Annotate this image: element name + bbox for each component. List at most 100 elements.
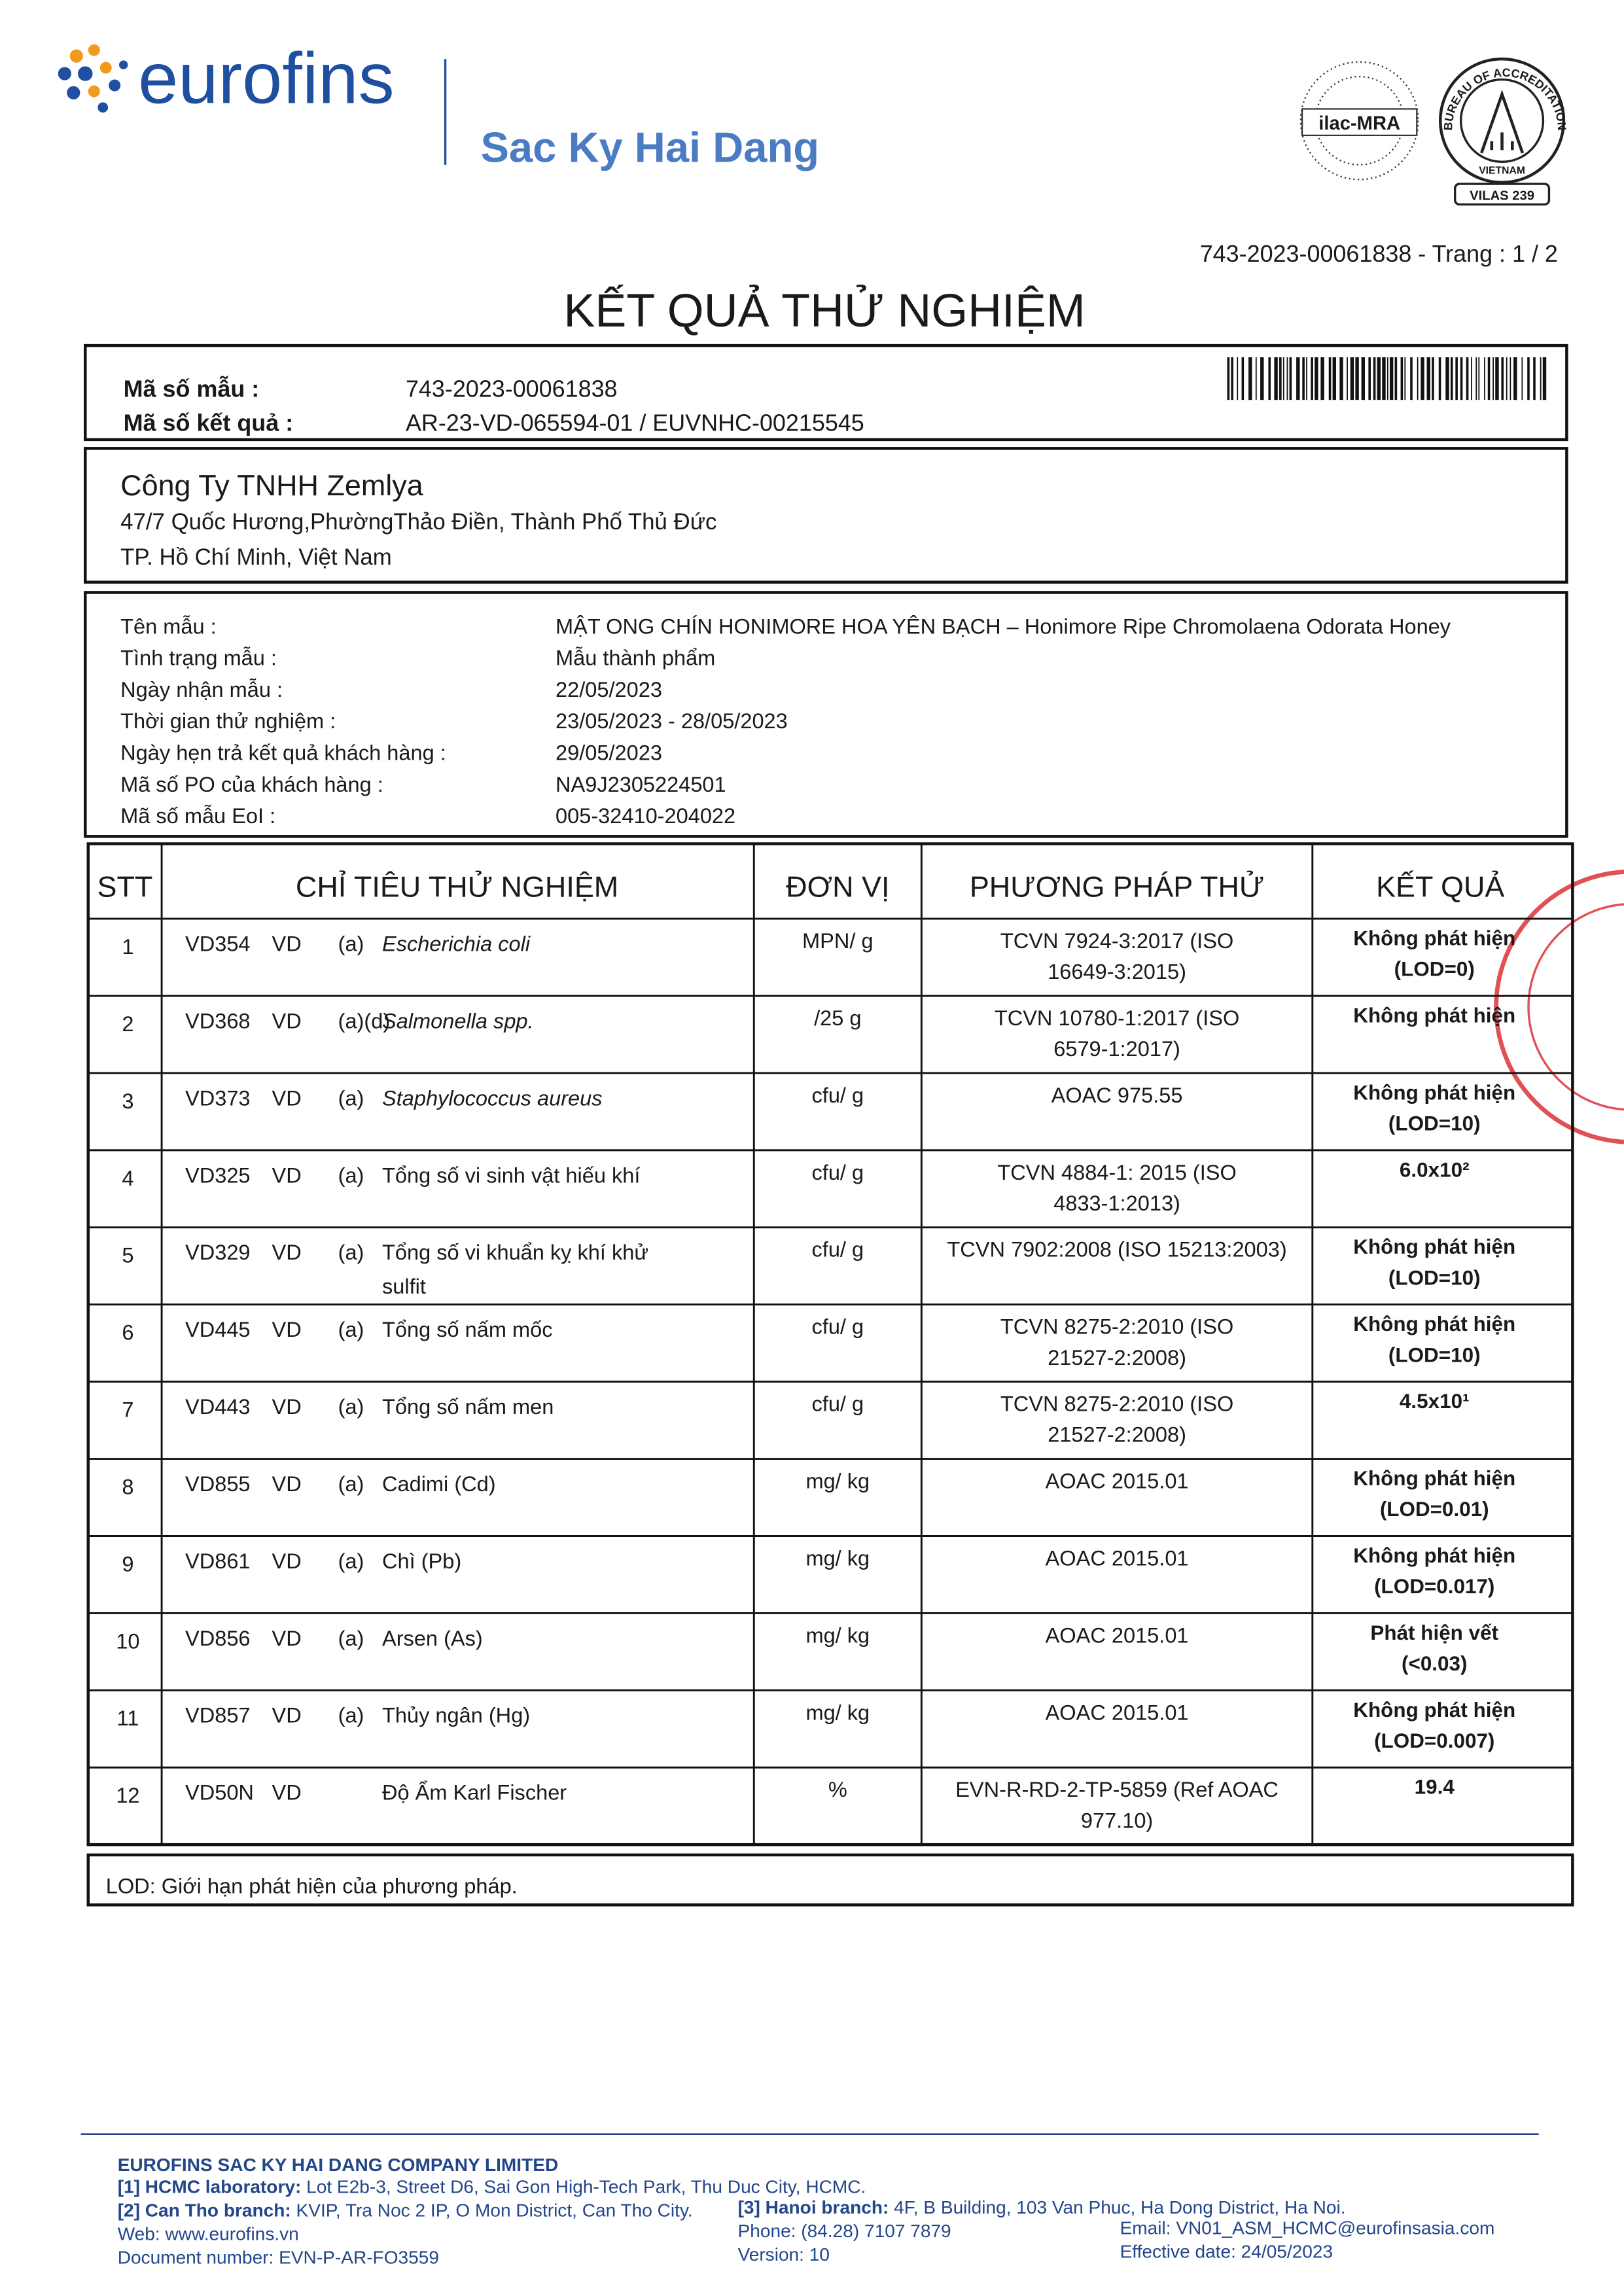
barcode-bar <box>1394 357 1398 400</box>
barcode-bar <box>1421 357 1424 400</box>
boa-mark <box>1438 57 1566 206</box>
result: Không phát hiện <box>1353 1544 1515 1567</box>
lab-code: VD <box>272 1704 302 1727</box>
barcode-bar <box>1231 357 1233 400</box>
barcode-bar <box>1501 357 1504 400</box>
result: (LOD=0.007) <box>1374 1729 1494 1752</box>
barcode-bar <box>1521 357 1523 400</box>
customer-box <box>84 447 1568 584</box>
sample-value: 29/05/2023 <box>556 741 662 765</box>
barcode-bar <box>1268 357 1271 400</box>
test-name: Cadimi (Cd) <box>382 1472 496 1496</box>
sample-label: Mã số mẫu EoI : <box>120 804 275 828</box>
unit: cfu/ g <box>812 1084 864 1107</box>
footer-effective: Effective date: 24/05/2023 <box>1120 2241 1333 2261</box>
test-name: Độ Ẩm Karl Fischer <box>382 1780 567 1805</box>
method: TCVN 10780-1:2017 (ISO <box>995 1006 1239 1030</box>
test-code: VD857 <box>185 1704 251 1727</box>
test-name: Salmonella spp. <box>382 1009 534 1033</box>
barcode-bar <box>1487 357 1491 400</box>
result: (LOD=0.01) <box>1380 1498 1489 1521</box>
barcode-bar <box>1260 357 1264 400</box>
barcode-bar <box>1286 357 1288 400</box>
barcode-bar <box>1368 357 1371 400</box>
barcode-bar <box>1417 357 1419 400</box>
unit: /25 g <box>814 1006 861 1030</box>
ilac-label: ilac-MRA <box>1318 113 1400 134</box>
row-number: 3 <box>122 1089 133 1113</box>
barcode-bar <box>1492 357 1494 400</box>
barcode-bar <box>1533 357 1536 400</box>
column-header: KẾT QUẢ <box>1376 870 1504 903</box>
barcode-bar <box>1410 357 1413 400</box>
barcode-bar <box>1332 357 1336 400</box>
footer-label: [1] HCMC laboratory: <box>118 2177 302 2197</box>
barcode-bar <box>1471 357 1472 400</box>
unit: mg/ kg <box>805 1623 870 1647</box>
result: 6.0x10² <box>1400 1158 1470 1181</box>
method: EVN-R-RD-2-TP-5859 (Ref AOAC <box>955 1778 1279 1801</box>
subsidiary: Sac Ky Hai Dang <box>480 123 819 171</box>
barcode-bar <box>1455 357 1458 400</box>
barcode-bar <box>1542 357 1547 400</box>
barcode-bar <box>1282 357 1284 400</box>
result: (LOD=0) <box>1394 958 1475 981</box>
id-label: Mã số mẫu : <box>124 376 260 402</box>
result: (<0.03) <box>1402 1652 1467 1675</box>
barcode-bar <box>1432 357 1434 400</box>
barcode-bar <box>1302 357 1305 400</box>
lab-code: VD <box>272 1549 302 1573</box>
unit: cfu/ g <box>812 1238 864 1262</box>
test-name: Arsen (As) <box>382 1627 483 1650</box>
accreditation-ref: (a) <box>338 1549 364 1573</box>
barcode-bar <box>1450 357 1453 400</box>
footer-label: [2] Can Tho branch: <box>118 2200 291 2220</box>
method: TCVN 4884-1: 2015 (ISO <box>997 1161 1236 1184</box>
method: AOAC 2015.01 <box>1046 1623 1189 1647</box>
lab-code: VD <box>272 1086 302 1110</box>
unit: % <box>828 1778 847 1801</box>
test-code: VD329 <box>185 1241 251 1264</box>
barcode-bar <box>1389 357 1394 400</box>
barcode-bar <box>1328 357 1332 400</box>
test-name: sulfit <box>382 1275 426 1298</box>
row-number: 1 <box>122 935 133 959</box>
test-code: VD354 <box>185 932 251 956</box>
result: Không phát hiện <box>1353 1235 1515 1258</box>
barcode-bar <box>1347 357 1348 400</box>
method: AOAC 2015.01 <box>1046 1701 1189 1724</box>
footer-address: [2] Can Tho branch: KVIP, Tra Noc 2 IP, … <box>118 2200 693 2220</box>
row-number: 11 <box>117 1706 139 1730</box>
footer-version: Version: 10 <box>738 2244 830 2265</box>
brand: eurofins <box>138 38 395 118</box>
method: TCVN 8275-2:2010 (ISO <box>1000 1392 1233 1416</box>
row-number: 7 <box>122 1398 133 1422</box>
result: (LOD=0.017) <box>1374 1575 1494 1598</box>
method: 4833-1:2013) <box>1053 1192 1180 1215</box>
footer-company: EUROFINS SAC KY HAI DANG COMPANY LIMITED <box>118 2155 559 2175</box>
result: (LOD=10) <box>1388 1343 1481 1366</box>
column-header: STT <box>97 870 153 903</box>
barcode-bar <box>1466 357 1469 400</box>
accreditation-ref: (a) <box>338 1704 364 1727</box>
method: 21527-2:2008) <box>1048 1346 1186 1369</box>
footer-label: [3] Hanoi branch: <box>738 2197 889 2217</box>
method: TCVN 7924-3:2017 (ISO <box>1000 929 1233 953</box>
column-header: CHỈ TIÊU THỬ NGHIỆM <box>296 870 618 903</box>
barcode-bar <box>1540 357 1542 400</box>
method: 977.10) <box>1081 1809 1153 1832</box>
unit: mg/ kg <box>805 1469 870 1492</box>
barcode-bar <box>1373 357 1376 400</box>
id-box <box>84 344 1568 442</box>
sample-value: 22/05/2023 <box>556 678 662 701</box>
method: AOAC 2015.01 <box>1046 1546 1189 1570</box>
barcode-bar <box>1377 357 1381 400</box>
note-box <box>86 1853 1574 1907</box>
result: Không phát hiện <box>1353 927 1515 950</box>
customer-name: Công Ty TNHH Zemlya <box>120 468 423 502</box>
barcode-bar <box>1509 357 1511 400</box>
test-code: VD445 <box>185 1318 251 1341</box>
footer-web: Web: www.eurofins.vn <box>118 2223 299 2244</box>
report-ref: 743-2023-00061838 - Trang : 1 / 2 <box>1200 240 1558 267</box>
